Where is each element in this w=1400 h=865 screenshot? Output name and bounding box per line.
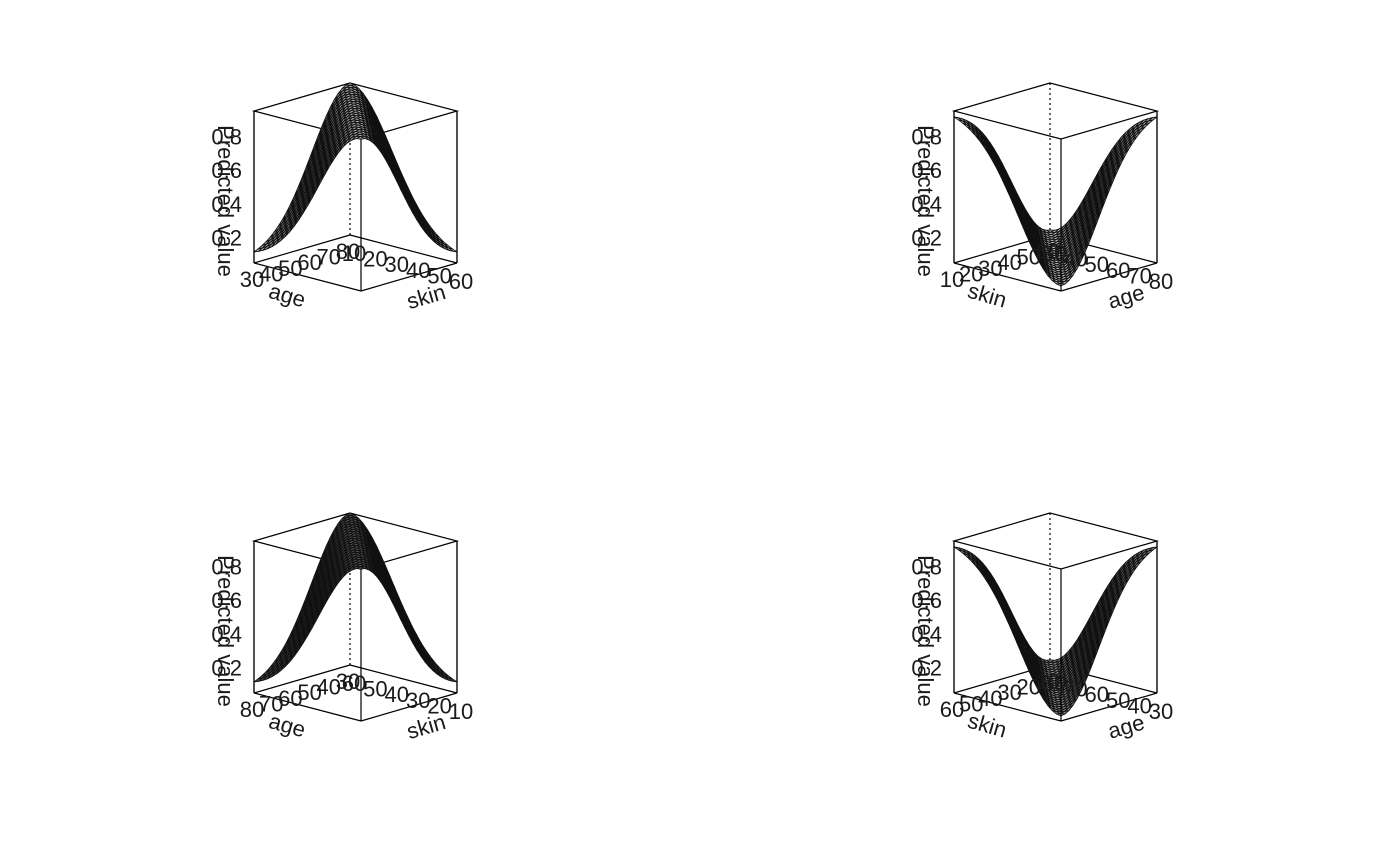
right-axis-tick-label: 20 (363, 247, 387, 272)
right-axis-tick-label: 40 (1127, 693, 1151, 718)
z-axis-title: Predicted value (913, 555, 938, 707)
left-axis-tick-label: 20 (1017, 675, 1041, 700)
left-axis-tick-label: 60 (940, 697, 964, 722)
z-tick-label: 0.4 (211, 192, 242, 217)
left-axis-tick-label: 10 (940, 267, 964, 292)
left-axis-tick-label: 40 (259, 261, 283, 286)
left-axis-tick-label: 40 (317, 675, 341, 700)
right-axis-tick-label: 30 (1149, 699, 1173, 724)
left-axis-tick-label: 30 (978, 256, 1002, 281)
surface-mesh (953, 116, 1158, 287)
box-floor-edge (253, 664, 351, 694)
left-axis-title: age (266, 278, 308, 312)
right-axis-title: age (1105, 280, 1147, 314)
z-tick-label: 0.8 (211, 554, 242, 579)
left-axis-tick-label: 70 (259, 691, 283, 716)
z-tick-label: 0.6 (911, 158, 942, 183)
right-axis-tick-label: 30 (385, 252, 409, 277)
z-tick-label: 0.2 (211, 226, 242, 251)
z-axis-title: Predicted value (913, 125, 938, 277)
z-tick-label: 0.4 (911, 622, 942, 647)
z-tick-label: 0.8 (911, 554, 942, 579)
left-axis-tick-label: 60 (297, 250, 321, 275)
left-axis-tick-label: 60 (1036, 239, 1060, 264)
box-top-edge (951, 82, 1160, 140)
right-axis-tick-label: 50 (1085, 252, 1109, 277)
left-axis-tick-label: 20 (959, 261, 983, 286)
z-tick-label: 0.4 (911, 192, 942, 217)
right-axis-tick-label: 30 (406, 688, 430, 713)
surface-mesh (953, 546, 1158, 717)
right-axis-tick-label: 40 (385, 682, 409, 707)
left-axis-tick-label: 40 (978, 686, 1002, 711)
right-axis-tick-label: 60 (342, 671, 366, 696)
box-front-edge (1060, 262, 1158, 292)
z-tick-label: 0.6 (911, 588, 942, 613)
right-axis-tick-label: 50 (427, 263, 451, 288)
left-axis-tick-label: 80 (336, 239, 360, 264)
surface-mesh (253, 512, 458, 683)
z-tick-label: 0.6 (211, 158, 242, 183)
z-tick-label: 0.2 (211, 656, 242, 681)
left-axis-tick-label: 30 (997, 680, 1021, 705)
right-axis-tick-label: 60 (1106, 258, 1130, 283)
box-floor-edge (349, 664, 458, 694)
right-axis-tick-label: 80 (1042, 671, 1066, 696)
left-axis-tick-label: 50 (278, 256, 302, 281)
right-axis-tick-label: 70 (1063, 677, 1087, 702)
z-tick-label: 0.2 (911, 656, 942, 681)
box-front-edge (360, 262, 458, 292)
left-axis-title: skin (965, 278, 1010, 313)
right-axis-tick-label: 80 (1149, 269, 1173, 294)
box-floor-edge (253, 234, 351, 264)
right-axis-title: skin (404, 279, 449, 314)
left-axis-tick-label: 10 (1036, 669, 1060, 694)
left-axis-tick-label: 60 (278, 686, 302, 711)
z-tick-label: 0.6 (211, 588, 242, 613)
surface-mesh (253, 82, 458, 253)
left-axis-tick-label: 50 (297, 680, 321, 705)
right-axis-tick-label: 30 (1042, 241, 1066, 266)
right-axis-tick-label: 20 (427, 693, 451, 718)
right-axis-tick-label: 10 (449, 699, 473, 724)
right-axis-tick-label: 40 (1063, 247, 1087, 272)
left-axis-tick-label: 70 (317, 245, 341, 270)
box-top-edge (951, 512, 1160, 570)
left-axis-tick-label: 80 (240, 697, 264, 722)
right-axis-tick-label: 50 (1106, 688, 1130, 713)
z-tick-label: 0.8 (911, 124, 942, 149)
z-axis-title: Predicted value (213, 125, 238, 277)
left-axis-tick-label: 50 (1017, 245, 1041, 270)
z-tick-label: 0.4 (211, 622, 242, 647)
z-tick-label: 0.2 (911, 226, 942, 251)
right-axis-tick-label: 40 (406, 258, 430, 283)
z-axis-title: Predicted value (213, 555, 238, 707)
z-tick-label: 0.8 (211, 124, 242, 149)
right-axis-tick-label: 60 (449, 269, 473, 294)
left-axis-title: skin (965, 708, 1010, 743)
box-front-edge (360, 692, 458, 722)
left-axis-tick-label: 30 (336, 669, 360, 694)
box-front-edge (953, 262, 1062, 292)
box-floor-edge (349, 234, 458, 264)
left-axis-tick-label: 40 (997, 250, 1021, 275)
right-axis-tick-label: 60 (1085, 682, 1109, 707)
box-front-edge (253, 692, 362, 722)
right-axis-tick-label: 10 (342, 241, 366, 266)
box-front-edge (253, 262, 362, 292)
right-axis-title: skin (404, 709, 449, 744)
left-axis-title: age (266, 708, 308, 742)
left-axis-tick-label: 50 (959, 691, 983, 716)
right-axis-tick-label: 70 (1127, 263, 1151, 288)
right-axis-title: age (1105, 710, 1147, 744)
box-front-edge (1060, 692, 1158, 722)
right-axis-tick-label: 50 (363, 677, 387, 702)
box-front-edge (953, 692, 1062, 722)
left-axis-tick-label: 30 (240, 267, 264, 292)
